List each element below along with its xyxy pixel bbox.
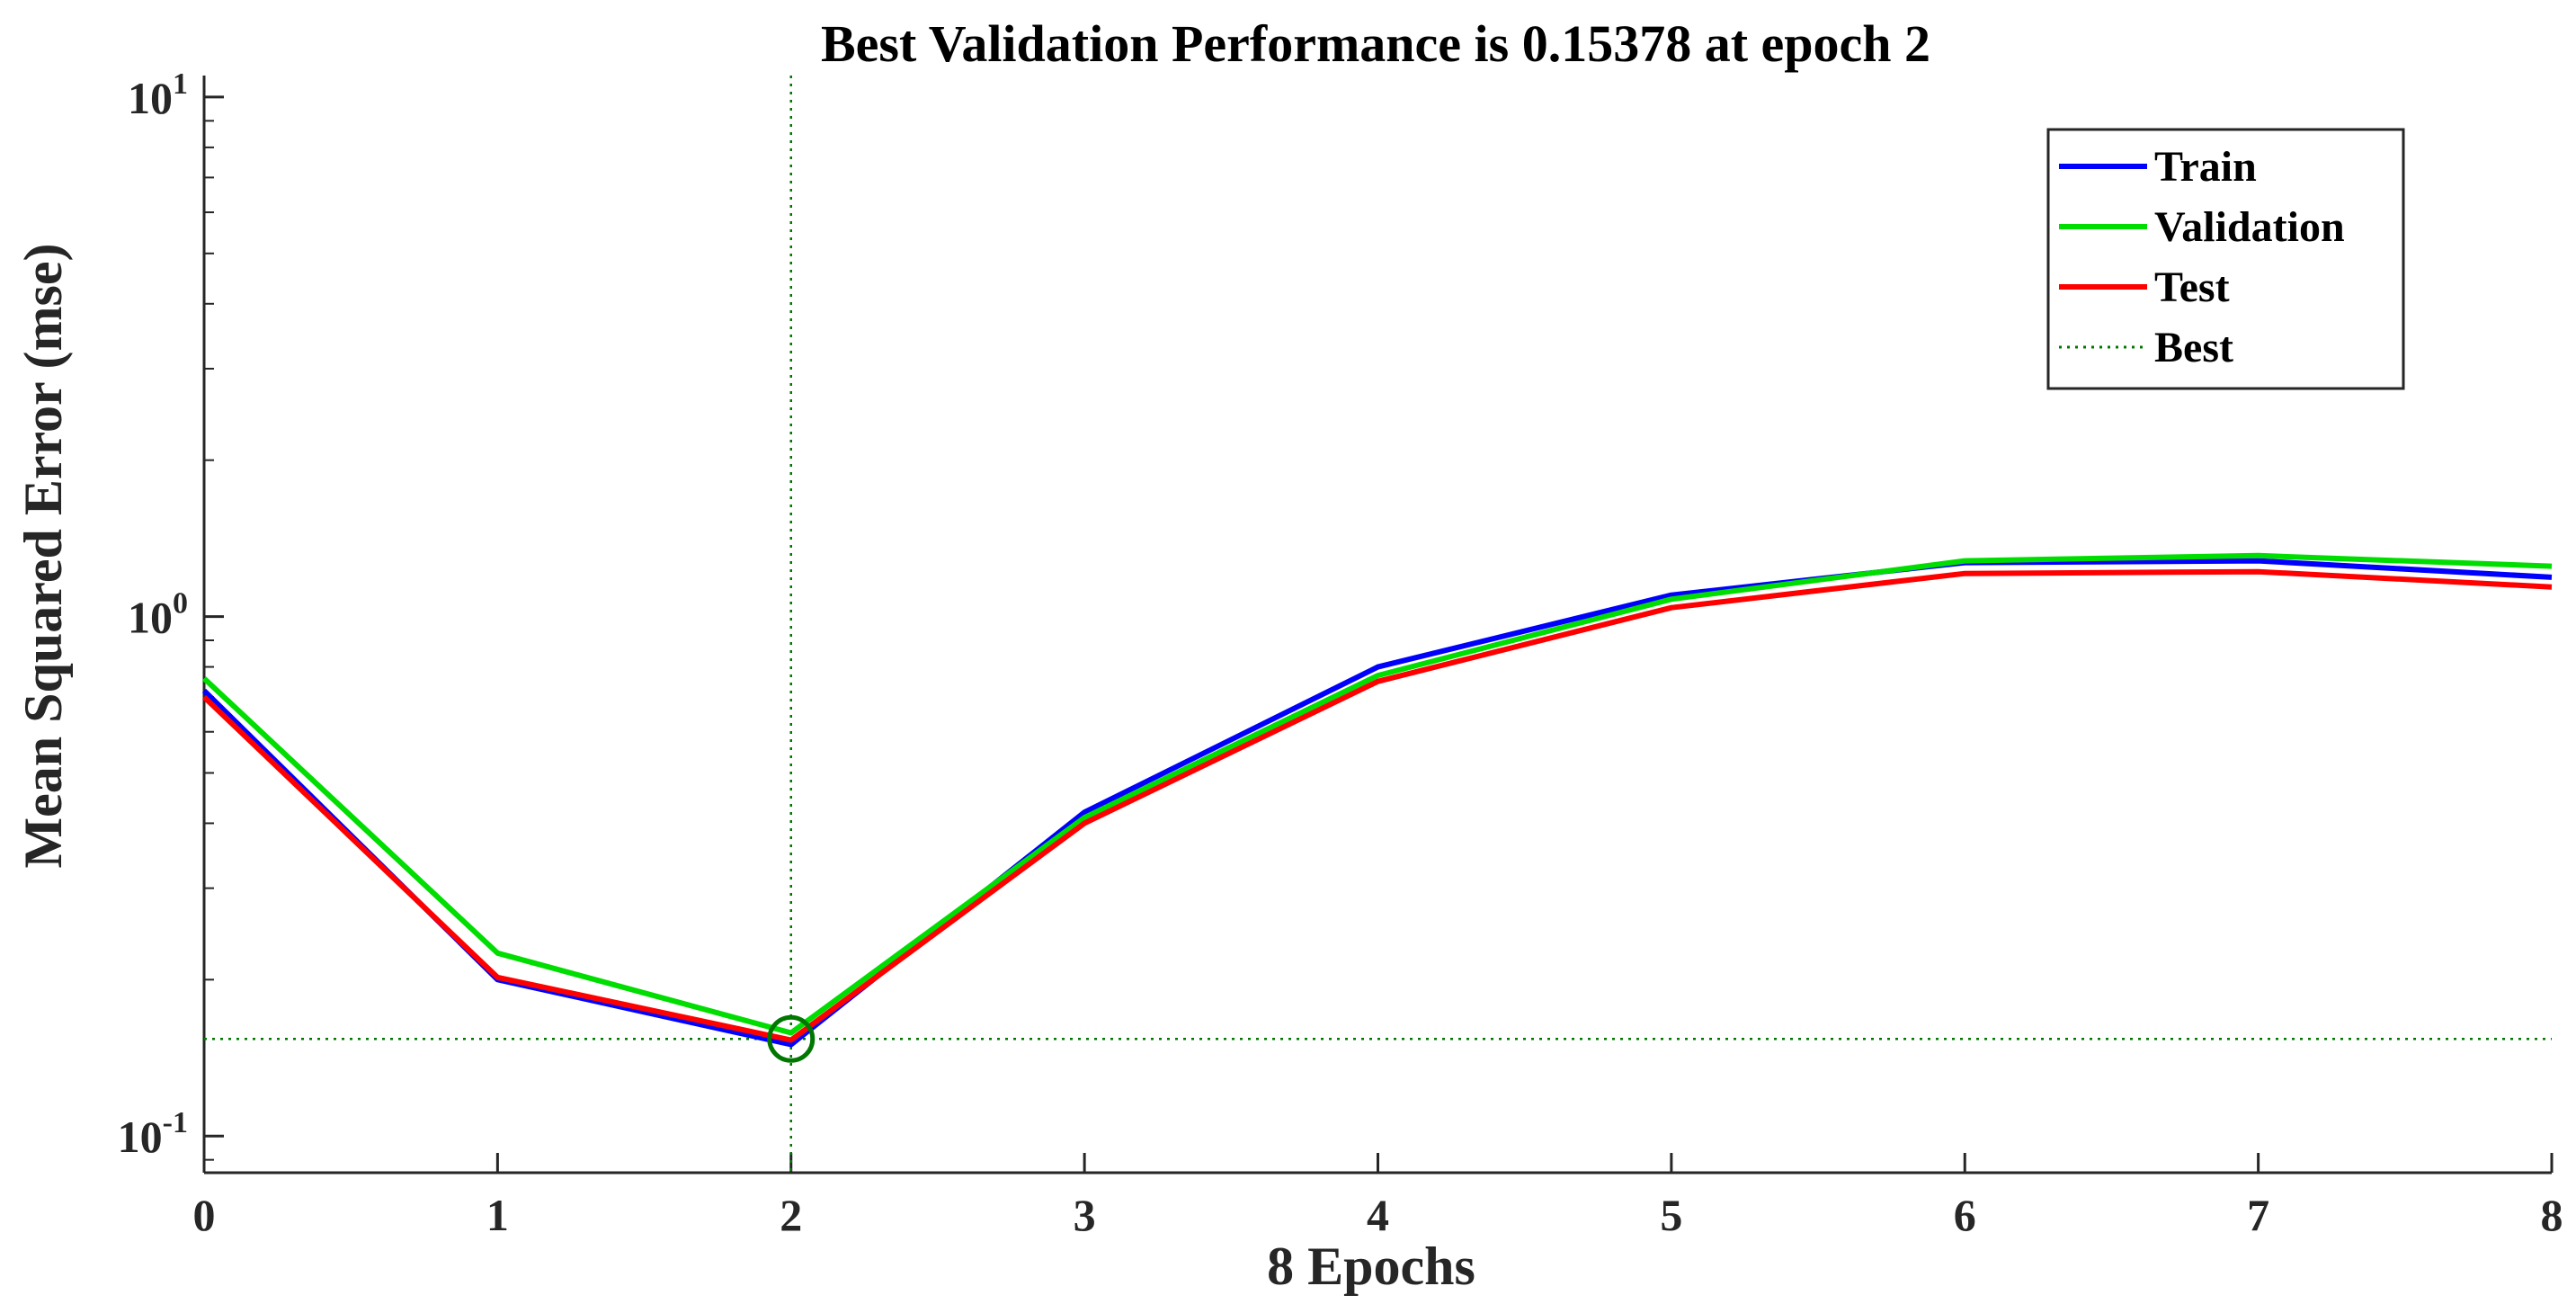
y-tick-label: 100 — [128, 587, 188, 643]
x-tick-label: 8 — [2541, 1190, 2563, 1240]
best-marker-circle — [767, 1014, 816, 1063]
x-tick-label: 0 — [193, 1190, 216, 1240]
legend-label-best: Best — [2154, 324, 2233, 371]
x-tick-label: 3 — [1074, 1190, 1096, 1240]
plot-area: 0 1 2 3 4 5 6 7 8 10-1 100 101 — [118, 67, 2563, 1240]
x-tick-label: 6 — [1954, 1190, 1976, 1240]
y-tick-label: 101 — [128, 67, 188, 123]
series-line-test — [201, 568, 2553, 1043]
y-axis-label: Mean Squared Error (mse) — [13, 244, 73, 869]
x-tick-label: 5 — [1660, 1190, 1682, 1240]
legend-label-test: Test — [2154, 263, 2230, 311]
legend-label-train: Train — [2154, 143, 2257, 191]
x-tick-label: 7 — [2247, 1190, 2269, 1240]
x-tick-label: 2 — [780, 1190, 802, 1240]
series-line-validation — [201, 552, 2553, 1036]
y-tick-label: 10-1 — [118, 1106, 188, 1162]
chart-title: Best Validation Performance is 0.15378 a… — [821, 14, 1930, 73]
x-tick-label: 1 — [486, 1190, 509, 1240]
x-tick-label: 4 — [1367, 1190, 1389, 1240]
legend-label-validation: Validation — [2154, 203, 2345, 251]
legend-box — [2046, 128, 2405, 390]
x-axis-label: 8 Epochs — [1267, 1237, 1475, 1296]
series-line-train — [201, 558, 2553, 1048]
legend: Train Validation Test Best — [2046, 128, 2405, 390]
